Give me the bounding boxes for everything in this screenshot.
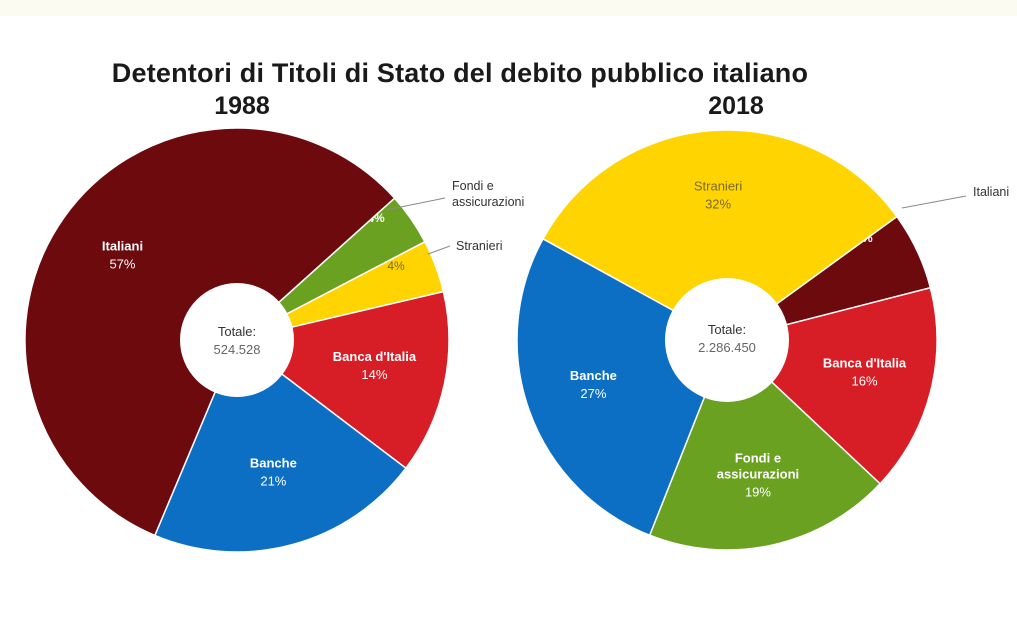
- slice-percent-label: 14%: [361, 367, 387, 382]
- slice-percent-label: 19%: [745, 485, 771, 500]
- slice-name-label: assicurazioni: [717, 467, 799, 482]
- year-2018-title: 2018: [708, 92, 764, 120]
- slice-percent-label: 16%: [852, 373, 878, 388]
- outside-slice-label: assicurazioni: [452, 195, 524, 209]
- main-title: Detentori di Titoli di Stato del debito …: [111, 58, 809, 88]
- donut-hole: [180, 283, 294, 397]
- outside-slice-label: Fondi e: [452, 179, 494, 193]
- slice-percent-label: 21%: [260, 474, 286, 489]
- outside-slice-label: Stranieri: [456, 239, 503, 253]
- slice-percent-label: 4%: [387, 259, 405, 273]
- year-1988-title: 1988: [214, 92, 270, 120]
- pie-1988: 4%4%Banca d'Italia14%Banche21%Italiani57…: [24, 127, 524, 553]
- leader-line: [427, 245, 451, 255]
- slice-name-label: Banche: [250, 456, 297, 471]
- total-value: 524.528: [214, 342, 261, 357]
- outside-slice-label: Italiani: [973, 185, 1009, 199]
- leader-line: [901, 195, 967, 209]
- slice-name-label: Banca d'Italia: [823, 355, 907, 370]
- slice-percent-label: 32%: [705, 196, 731, 211]
- total-label: Totale:: [218, 324, 256, 339]
- total-value: 2.286.450: [698, 340, 756, 355]
- slice-name-label: Banche: [570, 368, 617, 383]
- slice-name-label: Fondi e: [735, 451, 781, 466]
- slice-name-label: Italiani: [102, 239, 143, 254]
- top-strip: [0, 0, 1017, 16]
- slice-stranieri-2018: [541, 129, 898, 341]
- slice-name-label: Stranieri: [694, 178, 743, 193]
- leader-line: [385, 197, 446, 211]
- slice-name-label: Banca d'Italia: [333, 349, 417, 364]
- slice-percent-label: 57%: [109, 257, 135, 272]
- total-label: Totale:: [708, 322, 746, 337]
- slice-percent-label: 27%: [580, 386, 606, 401]
- donut-hole: [665, 278, 789, 402]
